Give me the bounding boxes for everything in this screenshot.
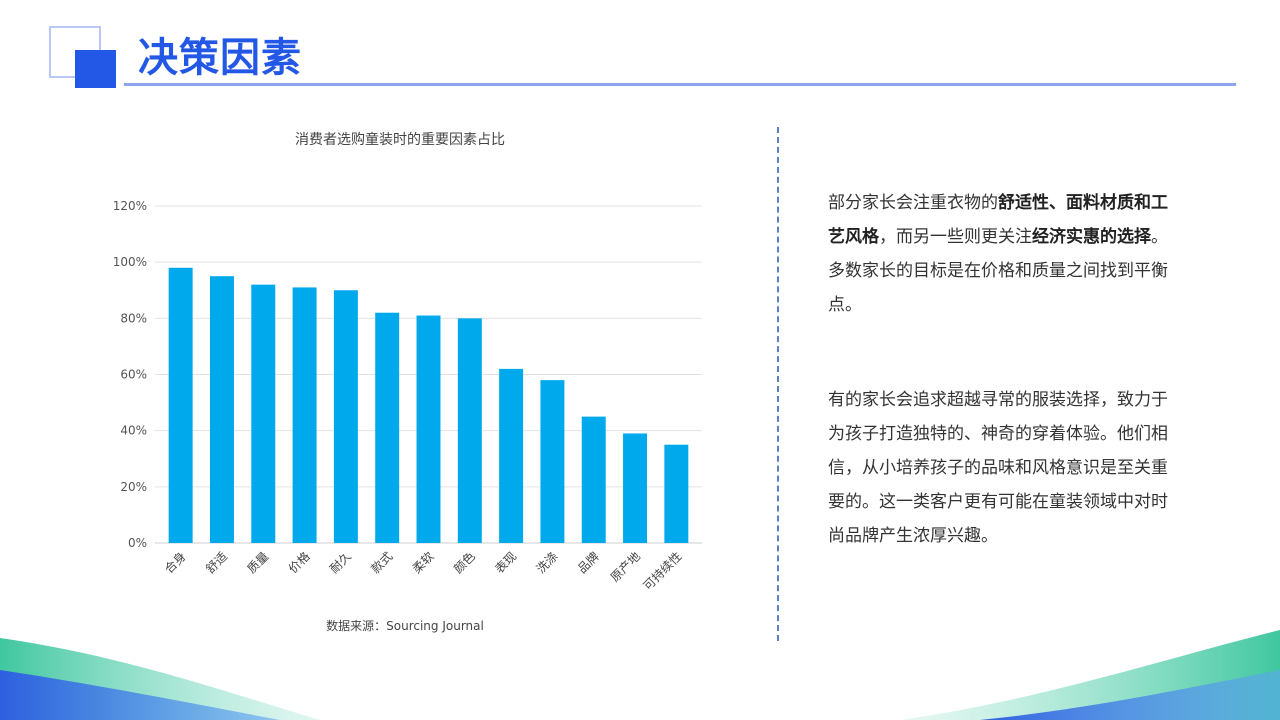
paragraph-1-bold-text: 经济实惠的选择 bbox=[1032, 227, 1151, 247]
paragraph-1-bold-text: 舒适性、面料材质和工艺风格 bbox=[828, 193, 1168, 247]
x-tick-label: 柔软 bbox=[410, 549, 437, 576]
chart-title: 消费者选购童装时的重要因素占比 bbox=[295, 132, 505, 148]
x-tick-label: 款式 bbox=[368, 549, 395, 576]
paragraph-2: 有的家长会追求超越寻常的服装选择，致力于为孩子打造独特的、神奇的穿着体验。他们相… bbox=[828, 390, 1168, 546]
bar bbox=[333, 290, 358, 543]
x-tick-label: 洗涤 bbox=[534, 549, 561, 576]
bar bbox=[168, 267, 193, 543]
chart-bars bbox=[168, 267, 689, 543]
chart-grid bbox=[155, 205, 702, 544]
bar bbox=[623, 433, 648, 543]
logo-filled-square bbox=[75, 50, 116, 88]
bar bbox=[457, 318, 482, 543]
y-tick-label: 20% bbox=[120, 480, 147, 494]
paragraph-1-text: ，而另一些则更关注 bbox=[879, 227, 1032, 247]
paragraph-1-text: 部分家长会注重衣物的 bbox=[828, 193, 998, 213]
y-axis-ticks: 0% 20% 40% 60% 80% 100% 120% bbox=[113, 199, 147, 550]
y-tick-label: 0% bbox=[128, 536, 147, 550]
page-title: 决策因素 bbox=[138, 35, 302, 81]
x-tick-label: 耐久 bbox=[327, 549, 354, 576]
x-tick-label: 颜色 bbox=[450, 549, 478, 577]
bar bbox=[375, 312, 400, 543]
title-underline bbox=[124, 83, 1236, 86]
bar bbox=[292, 287, 317, 543]
x-tick-label: 舒适 bbox=[203, 549, 230, 576]
paragraph-1-text: 。多数家长的目标是在价格和质量之间找到平衡点。 bbox=[828, 227, 1168, 315]
bar bbox=[664, 444, 689, 543]
x-tick-label: 价格 bbox=[285, 549, 313, 577]
bar bbox=[540, 380, 565, 543]
bottom-wave-decoration bbox=[0, 630, 1280, 720]
y-tick-label: 60% bbox=[120, 368, 147, 382]
y-tick-label: 40% bbox=[120, 424, 147, 438]
bar bbox=[209, 276, 234, 543]
y-tick-label: 80% bbox=[120, 311, 147, 325]
vertical-dashed-divider bbox=[777, 127, 779, 641]
bar bbox=[581, 416, 606, 543]
x-tick-label: 可持续性 bbox=[640, 549, 685, 594]
x-tick-label: 品牌 bbox=[575, 549, 602, 576]
paragraph-1: 部分家长会注重衣物的舒适性、面料材质和工艺风格，而另一些则更关注经济实惠的选择。… bbox=[828, 186, 1184, 322]
x-tick-label: 质量 bbox=[245, 549, 272, 576]
bar bbox=[499, 368, 524, 543]
y-tick-label: 120% bbox=[113, 199, 147, 213]
x-tick-label: 原产地 bbox=[608, 549, 643, 584]
bar bbox=[251, 284, 276, 543]
x-tick-label: 合身 bbox=[161, 549, 189, 577]
bar bbox=[416, 315, 441, 543]
bar-chart: 0% 20% 40% 60% 80% 100% 120% 合身 舒适 质量 价格 耐久 款式 柔软 颜色表… bbox=[113, 199, 702, 594]
x-tick-label: 表现 bbox=[492, 549, 519, 576]
y-tick-label: 100% bbox=[113, 255, 147, 269]
data-source-note: 数据来源：Sourcing Journal bbox=[326, 619, 484, 633]
